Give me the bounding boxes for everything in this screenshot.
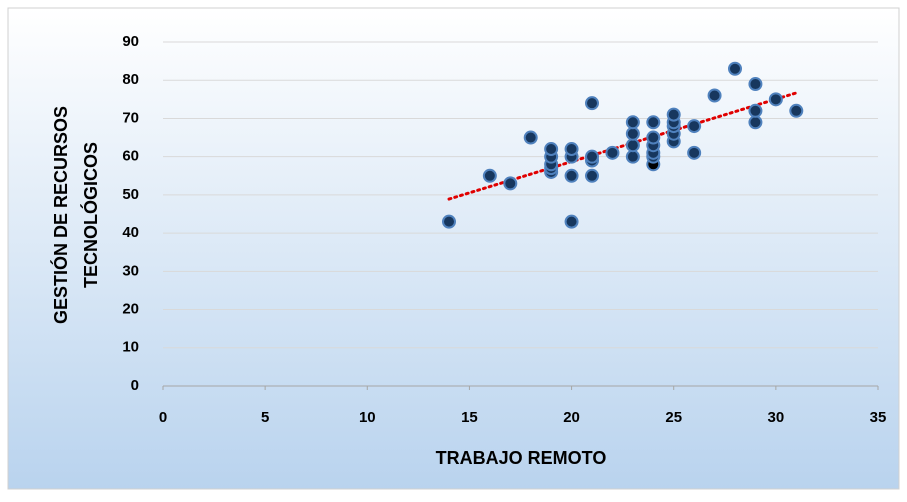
point [707, 88, 722, 103]
y-tick-label: 60 [122, 148, 139, 165]
y-tick-label: 50 [122, 186, 139, 203]
x-tick-label: 35 [870, 409, 887, 426]
x-tick-label: 30 [768, 409, 785, 426]
point [442, 214, 456, 229]
point [789, 103, 804, 118]
point [666, 107, 681, 122]
point [605, 145, 620, 160]
point [728, 61, 742, 76]
point [564, 168, 579, 183]
point [646, 115, 661, 130]
point [585, 168, 599, 183]
point [585, 96, 599, 111]
point [687, 145, 702, 160]
point [523, 130, 538, 145]
point [503, 176, 518, 191]
point [544, 142, 559, 157]
x-axis-title: TRABAJO REMOTO [436, 448, 607, 468]
point [748, 103, 763, 118]
point [585, 149, 599, 164]
point [768, 92, 783, 107]
point [687, 119, 702, 134]
x-tick-label: 25 [665, 409, 682, 426]
y-tick-label: 80 [122, 71, 139, 88]
point [625, 138, 640, 153]
point [564, 142, 579, 157]
y-axis-title: GESTIÓN DE RECURSOS [50, 106, 71, 324]
y-axis-title: TECNOLÓGICOS [80, 142, 101, 288]
x-tick-label: 5 [261, 409, 269, 426]
point [482, 168, 497, 183]
point [625, 149, 640, 164]
x-tick-label: 10 [359, 409, 376, 426]
y-tick-label: 20 [122, 301, 139, 318]
point [748, 115, 763, 130]
y-tick-label: 30 [122, 262, 139, 279]
point [564, 214, 579, 229]
point [646, 130, 661, 145]
y-tick-label: 40 [122, 224, 139, 241]
point [625, 115, 640, 130]
y-tick-label: 10 [122, 339, 139, 356]
point [748, 77, 763, 92]
y-tick-label: 70 [122, 109, 139, 126]
y-tick-label: 0 [131, 377, 139, 394]
y-tick-label: 90 [122, 33, 139, 50]
point [625, 126, 640, 141]
x-tick-label: 0 [159, 409, 167, 426]
x-tick-label: 15 [461, 409, 478, 426]
x-tick-label: 20 [563, 409, 580, 426]
